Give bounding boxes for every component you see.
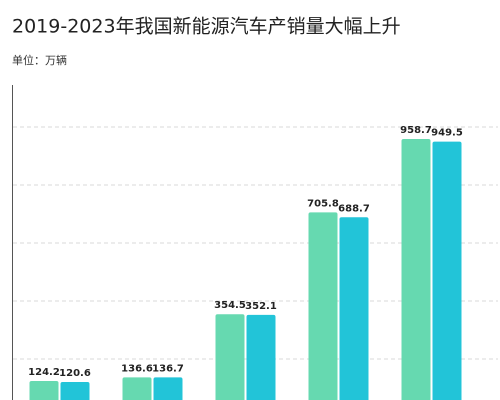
bar	[153, 377, 183, 400]
chart-title: 2019-2023年我国新能源汽车产销量大幅上升	[12, 16, 401, 38]
bar	[246, 314, 276, 400]
value-label: 958.7	[400, 125, 432, 136]
value-label: 136.6	[121, 363, 153, 374]
bar	[432, 141, 462, 400]
bar	[308, 212, 338, 400]
bar	[60, 382, 90, 400]
value-label: 352.1	[245, 301, 277, 312]
bar	[215, 314, 245, 400]
value-label: 949.5	[431, 128, 463, 139]
bar	[339, 217, 369, 400]
value-label: 705.8	[307, 198, 339, 209]
bar	[29, 380, 59, 400]
value-label: 354.5	[214, 300, 246, 311]
value-label: 688.7	[338, 203, 370, 214]
chart-subtitle: 单位：万辆	[12, 53, 67, 67]
bar	[122, 377, 152, 400]
value-label: 124.2	[28, 367, 60, 378]
bar	[401, 139, 431, 400]
value-label: 120.6	[59, 368, 91, 379]
value-label: 136.7	[152, 363, 184, 374]
